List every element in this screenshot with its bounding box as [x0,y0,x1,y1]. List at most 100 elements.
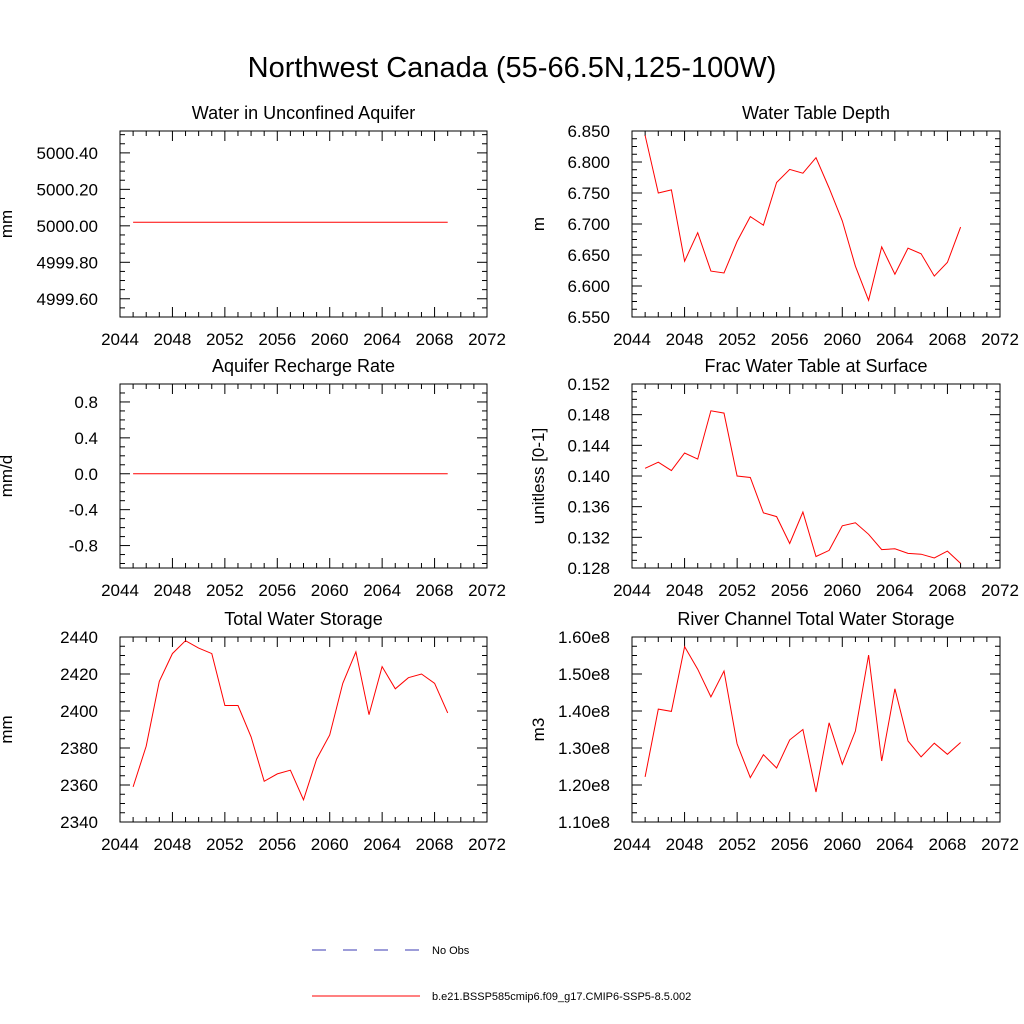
x-tick-label: 2072 [981,835,1019,854]
y-tick-label: 2340 [60,813,98,832]
x-tick-label: 2060 [823,330,861,349]
y-tick-label: 6.650 [567,246,610,265]
x-tick-label: 2044 [101,835,139,854]
legend: No Obs b.e21.BSSP585cmip6.f09_g17.CMIP6-S… [312,945,691,1003]
y-tick-label: 6.600 [567,277,610,296]
plot-frame [631,636,1001,823]
panel-title: Water Table Depth [742,103,890,123]
x-tick-label: 2044 [613,581,651,600]
y-tick-label: 2360 [60,776,98,795]
plot-frame [119,383,488,569]
y-tick-label: 0.128 [567,559,610,578]
x-tick-label: 2052 [718,835,756,854]
y-tick-label: 6.550 [567,308,610,327]
x-tick-label: 2052 [718,330,756,349]
x-tick-label: 2056 [771,581,809,600]
x-tick-label: 2068 [929,330,967,349]
x-tick-label: 2060 [311,581,349,600]
x-tick-label: 2072 [468,835,506,854]
x-tick-label: 2064 [363,581,401,600]
series-line [132,640,449,802]
x-tick-label: 2060 [311,330,349,349]
y-tick-label: 2440 [60,628,98,647]
y-tick-label: 0.144 [567,436,610,455]
x-tick-label: 2060 [823,835,861,854]
plot-frame [119,636,488,823]
panel-title: River Channel Total Water Storage [677,609,954,629]
y-axis-label: mm [0,715,16,743]
x-tick-label: 2056 [258,330,296,349]
y-tick-label: 1.10e8 [558,813,610,832]
y-tick-label: 5000.00 [37,217,98,236]
x-tick-label: 2048 [666,835,704,854]
y-tick-label: 0.132 [567,528,610,547]
y-axis-label: unitless [0-1] [529,428,548,524]
x-tick-label: 2052 [206,835,244,854]
y-tick-label: 4999.80 [37,253,98,272]
series-line [644,410,961,564]
panel-4: Frac Water Table at Surface 2044 2048 2052 2… [529,356,1019,600]
x-tick-label: 2044 [613,835,651,854]
y-axis-label: mm [0,210,16,238]
y-tick-label: 4999.60 [37,290,98,309]
x-tick-label: 2072 [468,581,506,600]
panel-6: River Channel Total Water Storage 2044 204… [529,609,1019,854]
x-tick-label: 2068 [929,835,967,854]
panel-5: Total Water Storage 2044 2048 2052 2056 2060 2… [0,609,506,854]
y-tick-label: 6.850 [567,122,610,141]
y-tick-label: 1.60e8 [558,628,610,647]
x-tick-label: 2068 [416,835,454,854]
y-tick-label: 0.4 [74,429,98,448]
panel-2: Water Table Depth 2044 2048 2052 2056 2060 206… [529,103,1019,349]
y-tick-label: 6.700 [567,215,610,234]
x-tick-label: 2064 [876,330,914,349]
y-tick-label: 0.136 [567,498,610,517]
x-tick-label: 2060 [823,581,861,600]
panel-3: Aquifer Recharge Rate 2044 2048 2052 2056 206… [0,356,506,600]
x-tick-label: 2056 [258,835,296,854]
panel-title: Frac Water Table at Surface [704,356,927,376]
x-tick-label: 2072 [468,330,506,349]
x-tick-label: 2056 [771,330,809,349]
y-axis-label: m3 [529,718,548,742]
series-line [644,645,961,793]
panel-title: Water in Unconfined Aquifer [192,103,415,123]
legend-label: b.e21.BSSP585cmip6.f09_g17.CMIP6-SSP5-8.… [432,991,691,1003]
panel-title: Total Water Storage [224,609,382,629]
panel-title: Aquifer Recharge Rate [212,356,395,376]
plot-frame [631,383,1001,569]
x-tick-label: 2048 [666,581,704,600]
panel-1: Water in Unconfined Aquifer 2044 2048 2052 2… [0,103,506,349]
x-tick-label: 2044 [101,581,139,600]
y-tick-label: 2380 [60,739,98,758]
y-tick-label: 6.800 [567,153,610,172]
y-tick-label: 1.50e8 [558,665,610,684]
x-tick-label: 2056 [258,581,296,600]
x-tick-label: 2064 [363,835,401,854]
x-tick-label: 2064 [363,330,401,349]
y-tick-label: 0.0 [74,465,98,484]
x-tick-label: 2052 [206,330,244,349]
x-tick-label: 2064 [876,835,914,854]
x-tick-label: 2068 [929,581,967,600]
y-tick-label: 1.30e8 [558,739,610,758]
x-tick-label: 2044 [101,330,139,349]
y-tick-label: 0.148 [567,406,610,425]
x-tick-label: 2052 [718,581,756,600]
x-tick-label: 2072 [981,330,1019,349]
x-tick-label: 2048 [154,330,192,349]
y-tick-label: 0.140 [567,467,610,486]
y-axis-label: m [529,217,548,231]
x-tick-label: 2048 [154,835,192,854]
x-tick-label: 2044 [613,330,651,349]
y-tick-label: 1.20e8 [558,776,610,795]
x-tick-label: 2052 [206,581,244,600]
legend-label: No Obs [432,945,470,957]
y-tick-label: 5000.40 [37,144,98,163]
y-tick-label: 6.750 [567,184,610,203]
figure-title: Northwest Canada (55-66.5N,125-100W) [247,52,777,84]
x-tick-label: 2064 [876,581,914,600]
plot-frame [119,130,488,318]
x-tick-label: 2068 [416,581,454,600]
